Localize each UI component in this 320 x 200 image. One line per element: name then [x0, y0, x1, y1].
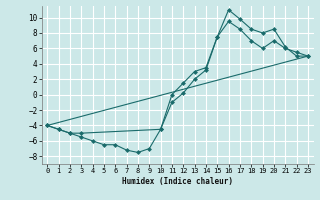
- X-axis label: Humidex (Indice chaleur): Humidex (Indice chaleur): [122, 177, 233, 186]
